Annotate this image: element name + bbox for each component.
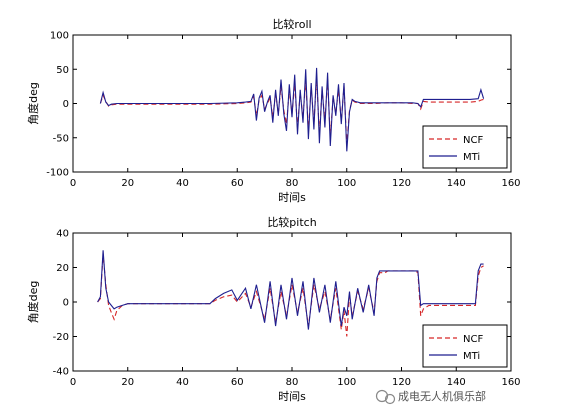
chart-title: 比较roll bbox=[272, 17, 311, 31]
x-axis-label: 时间s bbox=[278, 390, 306, 403]
wechat-icon bbox=[375, 389, 396, 405]
x-tick-label: 80 bbox=[286, 377, 299, 388]
x-tick-label: 80 bbox=[286, 178, 299, 189]
x-tick-label: 100 bbox=[337, 377, 356, 388]
chart-1: 比较roll 0 20 40 60 80 100 120 140 160 -100 -50 0 50 100… bbox=[26, 17, 521, 204]
x-tick-label: 140 bbox=[447, 377, 466, 388]
chart-2: 比较pitch 0 20 40 60 80 100 120 140 160 -40 -20 0 20 40 时… bbox=[26, 215, 521, 403]
legend: NCF MTi bbox=[422, 125, 508, 169]
legend-label-ncf: NCF bbox=[463, 334, 483, 345]
x-tick-label: 0 bbox=[70, 178, 76, 189]
x-tick-label: 120 bbox=[392, 377, 411, 388]
legend-label-ncf: NCF bbox=[463, 135, 483, 146]
watermark-text: 成电无人机俱乐部 bbox=[398, 389, 486, 403]
legend-box bbox=[422, 125, 508, 169]
legend-box bbox=[422, 324, 508, 368]
x-tick-label: 20 bbox=[121, 178, 134, 189]
x-tick-label: 160 bbox=[501, 377, 520, 388]
legend-label-mti: MTi bbox=[463, 152, 480, 163]
x-tick-label: 0 bbox=[70, 377, 76, 388]
series-group bbox=[97, 250, 484, 337]
x-tick-label: 120 bbox=[392, 178, 411, 189]
y-tick-label: 0 bbox=[63, 298, 69, 309]
x-tick-label: 40 bbox=[176, 178, 189, 189]
series-group bbox=[99, 67, 485, 152]
y-axis-label: 角度deg bbox=[26, 281, 40, 324]
y-tick-label: 40 bbox=[56, 229, 69, 240]
y-tick-label: -50 bbox=[53, 133, 69, 144]
x-tick-label: 20 bbox=[121, 377, 134, 388]
x-tick-label: 160 bbox=[501, 178, 520, 189]
y-tick-label: -40 bbox=[53, 367, 69, 378]
series-line-mti bbox=[99, 67, 485, 152]
x-tick-label: 100 bbox=[337, 178, 356, 189]
x-tick-label: 60 bbox=[231, 377, 244, 388]
y-tick-label: -20 bbox=[53, 332, 69, 343]
chart-title: 比较pitch bbox=[267, 215, 316, 229]
y-tick-label: 50 bbox=[56, 65, 69, 76]
x-tick-label: 40 bbox=[176, 377, 189, 388]
x-axis-label: 时间s bbox=[278, 191, 306, 204]
series-line-mti bbox=[97, 250, 484, 330]
watermark: 成电无人机俱乐部 bbox=[375, 389, 486, 405]
y-tick-label: 0 bbox=[63, 99, 69, 110]
x-tick-label: 60 bbox=[231, 178, 244, 189]
x-tick-label: 140 bbox=[447, 178, 466, 189]
y-tick-label: 100 bbox=[50, 31, 69, 42]
y-tick-label: 20 bbox=[56, 263, 69, 274]
legend-label-mti: MTi bbox=[463, 351, 480, 362]
legend: NCF MTi bbox=[422, 324, 508, 368]
wechat-icon-bubble-right bbox=[384, 393, 396, 405]
y-axis-label: 角度deg bbox=[26, 82, 40, 125]
y-tick-label: -100 bbox=[46, 168, 69, 179]
